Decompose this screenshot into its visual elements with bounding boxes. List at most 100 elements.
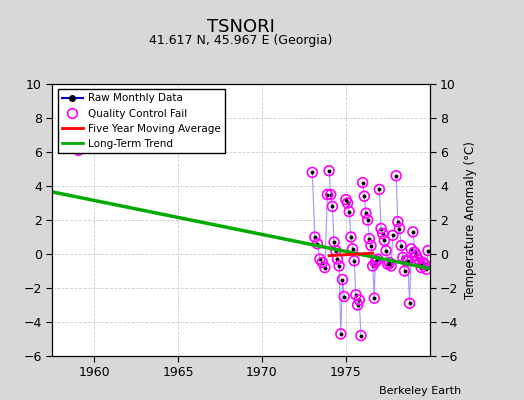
Point (410, 249, 419, 256)
Point (345, 208, 353, 215)
Point (357, 332, 365, 339)
Line: Five Year Moving Average: Five Year Moving Average (329, 253, 373, 256)
Point (325, 168, 333, 174)
Point (410, 249, 419, 256)
Point (348, 246, 357, 252)
Point (422, 266, 431, 272)
Point (355, 297, 364, 303)
Point (352, 292, 360, 298)
Point (370, 295, 378, 302)
Point (335, 263, 343, 269)
Point (332, 247, 340, 254)
Point (367, 242, 375, 249)
Point (385, 259, 394, 266)
Point (389, 232, 397, 238)
Point (399, 254, 407, 261)
Point (342, 196, 350, 203)
Point (323, 191, 332, 198)
Point (380, 237, 389, 244)
Point (407, 246, 416, 252)
Point (392, 173, 400, 179)
Point (382, 247, 390, 254)
Point (387, 263, 395, 269)
Point (352, 292, 360, 298)
Point (340, 293, 348, 300)
Point (417, 264, 425, 271)
Point (406, 300, 414, 306)
Point (368, 263, 377, 269)
Point (326, 191, 335, 198)
Point (350, 258, 358, 264)
Point (424, 247, 432, 254)
Point (347, 234, 355, 240)
Point (330, 239, 339, 245)
Text: TSNORI: TSNORI (207, 18, 275, 36)
Point (402, 258, 410, 264)
Point (374, 256, 382, 262)
Y-axis label: Temperature Anomaly (°C): Temperature Anomaly (°C) (464, 141, 477, 299)
Point (414, 256, 422, 262)
Point (362, 210, 370, 216)
Point (357, 332, 365, 339)
Point (375, 186, 384, 193)
Point (407, 246, 416, 252)
Point (353, 302, 362, 308)
Point (342, 196, 350, 203)
Point (400, 268, 409, 274)
Point (308, 169, 316, 176)
Point (325, 168, 333, 174)
Point (399, 254, 407, 261)
Point (420, 261, 429, 267)
Point (406, 300, 414, 306)
Point (372, 258, 380, 264)
Point (394, 218, 402, 225)
Point (378, 230, 387, 237)
Point (335, 263, 343, 269)
Point (371, 259, 379, 266)
Point (336, 331, 345, 337)
Point (74, 147, 83, 154)
Point (332, 247, 340, 254)
Point (374, 256, 382, 262)
Point (360, 193, 368, 199)
Point (384, 261, 392, 267)
Point (318, 259, 326, 266)
Five Year Moving Average (326, 253, 332, 258)
Point (419, 259, 427, 266)
Point (389, 232, 397, 238)
Point (333, 256, 342, 262)
Point (385, 259, 394, 266)
Point (345, 208, 353, 215)
Point (339, 276, 347, 283)
Point (348, 246, 357, 252)
Point (394, 218, 402, 225)
Point (384, 261, 392, 267)
Point (395, 225, 403, 232)
Point (321, 264, 329, 271)
Point (333, 256, 342, 262)
Point (414, 256, 422, 262)
Point (318, 259, 326, 266)
Point (424, 247, 432, 254)
Point (323, 191, 332, 198)
Point (328, 203, 336, 210)
Point (313, 241, 322, 247)
Point (321, 264, 329, 271)
Point (419, 259, 427, 266)
Point (378, 230, 387, 237)
Point (372, 258, 380, 264)
Point (377, 225, 385, 232)
Point (326, 191, 335, 198)
Point (343, 200, 352, 206)
Point (380, 237, 389, 244)
Point (308, 169, 316, 176)
Point (350, 258, 358, 264)
Point (367, 242, 375, 249)
Point (315, 256, 324, 262)
Point (402, 258, 410, 264)
Point (328, 203, 336, 210)
Point (416, 259, 424, 266)
Point (397, 242, 406, 249)
Point (74, 147, 83, 154)
Point (343, 200, 352, 206)
